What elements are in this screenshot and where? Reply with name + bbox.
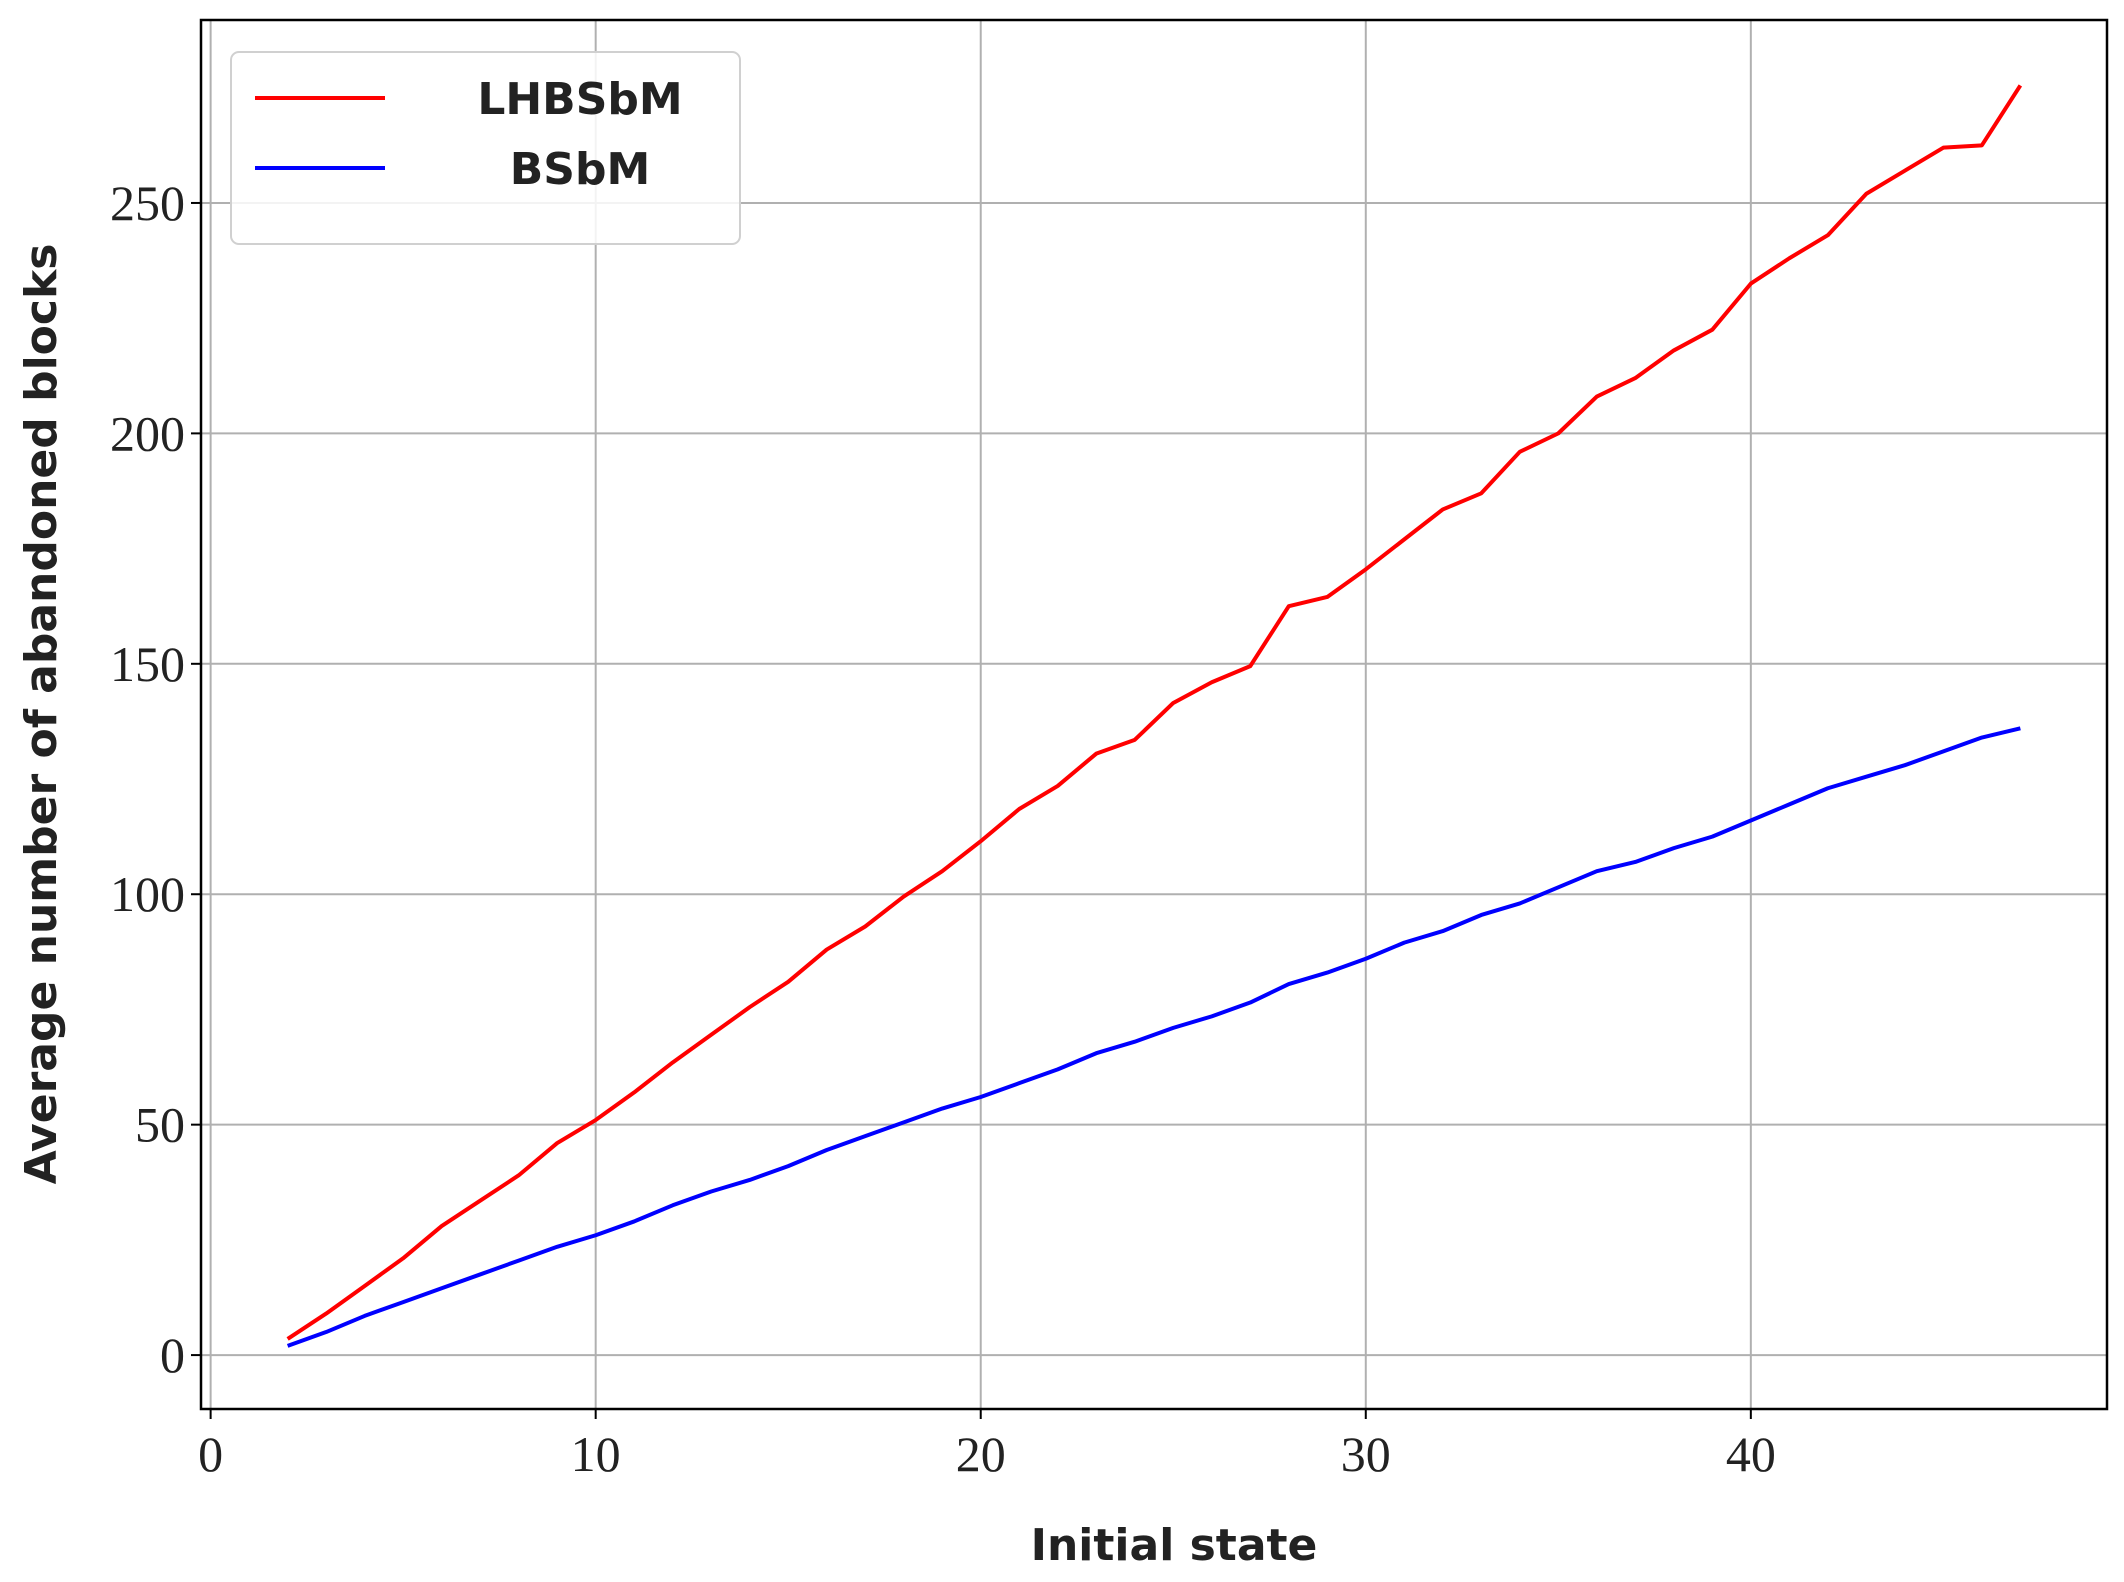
y-tick-label: 50 [135,1097,185,1153]
line [286,84,2023,1341]
y-tick-label: 150 [110,636,185,692]
y-tick-label: 200 [110,405,185,461]
x-tick-label: 20 [956,1426,1006,1482]
plot-frame [199,18,2109,1411]
x-tick-label: 0 [198,1426,223,1482]
x-tick-label: 30 [1341,1426,1391,1482]
y-tick-label: 0 [160,1327,185,1383]
y-tick-label: 250 [110,175,185,231]
legend: LHBSbM BSbM [230,51,741,245]
legend-label: LHBSbM [477,74,682,125]
x-axis-label: Initial state [1031,1520,1318,1571]
y-tick-label: 100 [110,866,185,922]
x-tick-label: 10 [571,1426,621,1482]
x-tick-label: 40 [1726,1426,1776,1482]
legend-label: BSbM [510,144,651,195]
y-axis-label: Average number of abandoned blocks [16,244,67,1185]
line [286,726,2021,1348]
